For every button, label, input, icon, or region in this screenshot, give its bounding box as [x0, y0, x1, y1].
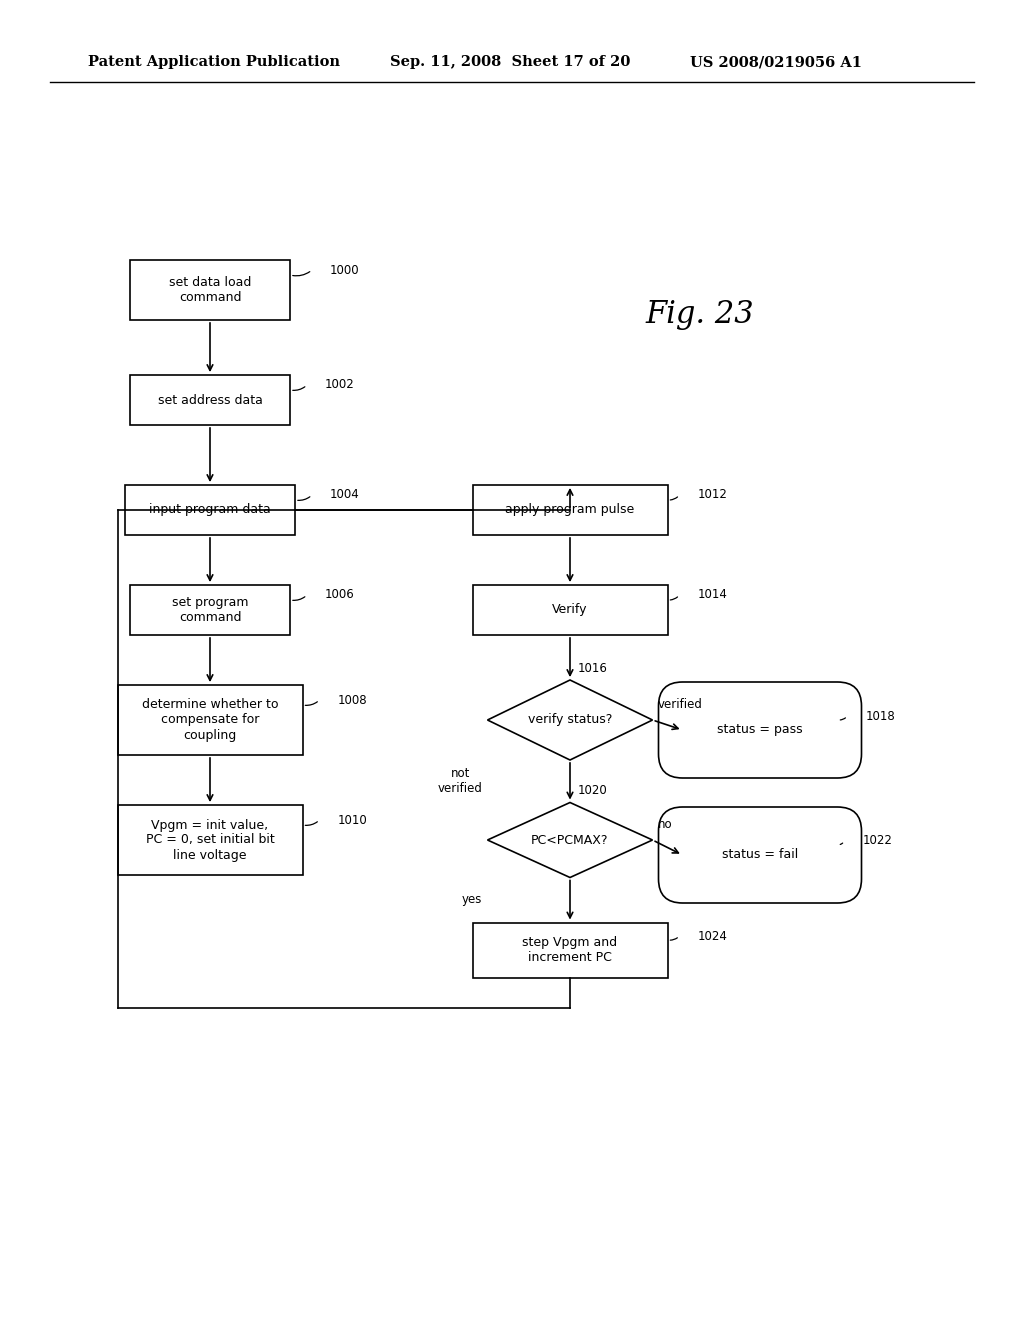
Polygon shape [487, 680, 652, 760]
FancyBboxPatch shape [658, 682, 861, 777]
Text: 1024: 1024 [697, 929, 727, 942]
Text: PC<PCMAX?: PC<PCMAX? [531, 833, 608, 846]
Text: set address data: set address data [158, 393, 262, 407]
FancyBboxPatch shape [658, 807, 861, 903]
Text: 1014: 1014 [697, 589, 727, 602]
Text: verify status?: verify status? [527, 714, 612, 726]
Text: 1006: 1006 [325, 589, 354, 602]
Text: 1002: 1002 [325, 379, 354, 392]
Text: 1016: 1016 [578, 661, 608, 675]
Text: input program data: input program data [150, 503, 271, 516]
Text: status = fail: status = fail [722, 849, 798, 862]
Text: 1000: 1000 [330, 264, 359, 276]
FancyBboxPatch shape [130, 375, 290, 425]
Polygon shape [487, 803, 652, 878]
FancyBboxPatch shape [125, 484, 295, 535]
Text: Verify: Verify [552, 603, 588, 616]
Text: yes: yes [462, 894, 482, 907]
FancyBboxPatch shape [472, 585, 668, 635]
Text: Patent Application Publication: Patent Application Publication [88, 55, 340, 69]
FancyBboxPatch shape [118, 685, 302, 755]
Text: step Vpgm and
increment PC: step Vpgm and increment PC [522, 936, 617, 964]
Text: Sep. 11, 2008  Sheet 17 of 20: Sep. 11, 2008 Sheet 17 of 20 [390, 55, 631, 69]
Text: not
verified: not verified [437, 767, 482, 795]
Text: Vpgm = init value,
PC = 0, set initial bit
line voltage: Vpgm = init value, PC = 0, set initial b… [145, 818, 274, 862]
Text: set data load
command: set data load command [169, 276, 251, 304]
Text: 1012: 1012 [697, 488, 727, 502]
Text: status = pass: status = pass [717, 723, 803, 737]
FancyBboxPatch shape [118, 805, 302, 875]
FancyBboxPatch shape [130, 260, 290, 319]
Text: US 2008/0219056 A1: US 2008/0219056 A1 [690, 55, 862, 69]
Text: Fig. 23: Fig. 23 [646, 300, 755, 330]
Text: 1018: 1018 [865, 710, 895, 722]
Text: verified: verified [657, 698, 702, 711]
Text: 1020: 1020 [578, 784, 608, 797]
Text: apply program pulse: apply program pulse [506, 503, 635, 516]
FancyBboxPatch shape [472, 484, 668, 535]
Text: 1022: 1022 [862, 834, 892, 847]
Text: 1010: 1010 [338, 813, 368, 826]
Text: 1008: 1008 [338, 693, 368, 706]
Text: determine whether to
compensate for
coupling: determine whether to compensate for coup… [141, 698, 279, 742]
FancyBboxPatch shape [130, 585, 290, 635]
Text: no: no [657, 817, 672, 830]
Text: set program
command: set program command [172, 597, 248, 624]
Text: 1004: 1004 [330, 488, 359, 502]
FancyBboxPatch shape [472, 923, 668, 978]
